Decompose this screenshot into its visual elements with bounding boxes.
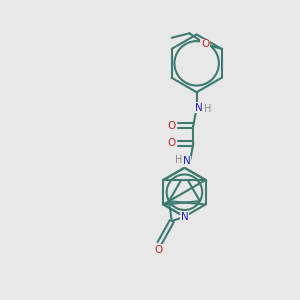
Text: O: O [167, 138, 175, 148]
Text: O: O [201, 39, 209, 50]
Text: N: N [181, 212, 188, 222]
Text: N: N [183, 156, 190, 166]
Text: O: O [167, 121, 175, 130]
Text: O: O [154, 245, 163, 255]
Text: N: N [195, 103, 203, 113]
Text: H: H [175, 155, 183, 165]
Text: H: H [204, 104, 212, 114]
